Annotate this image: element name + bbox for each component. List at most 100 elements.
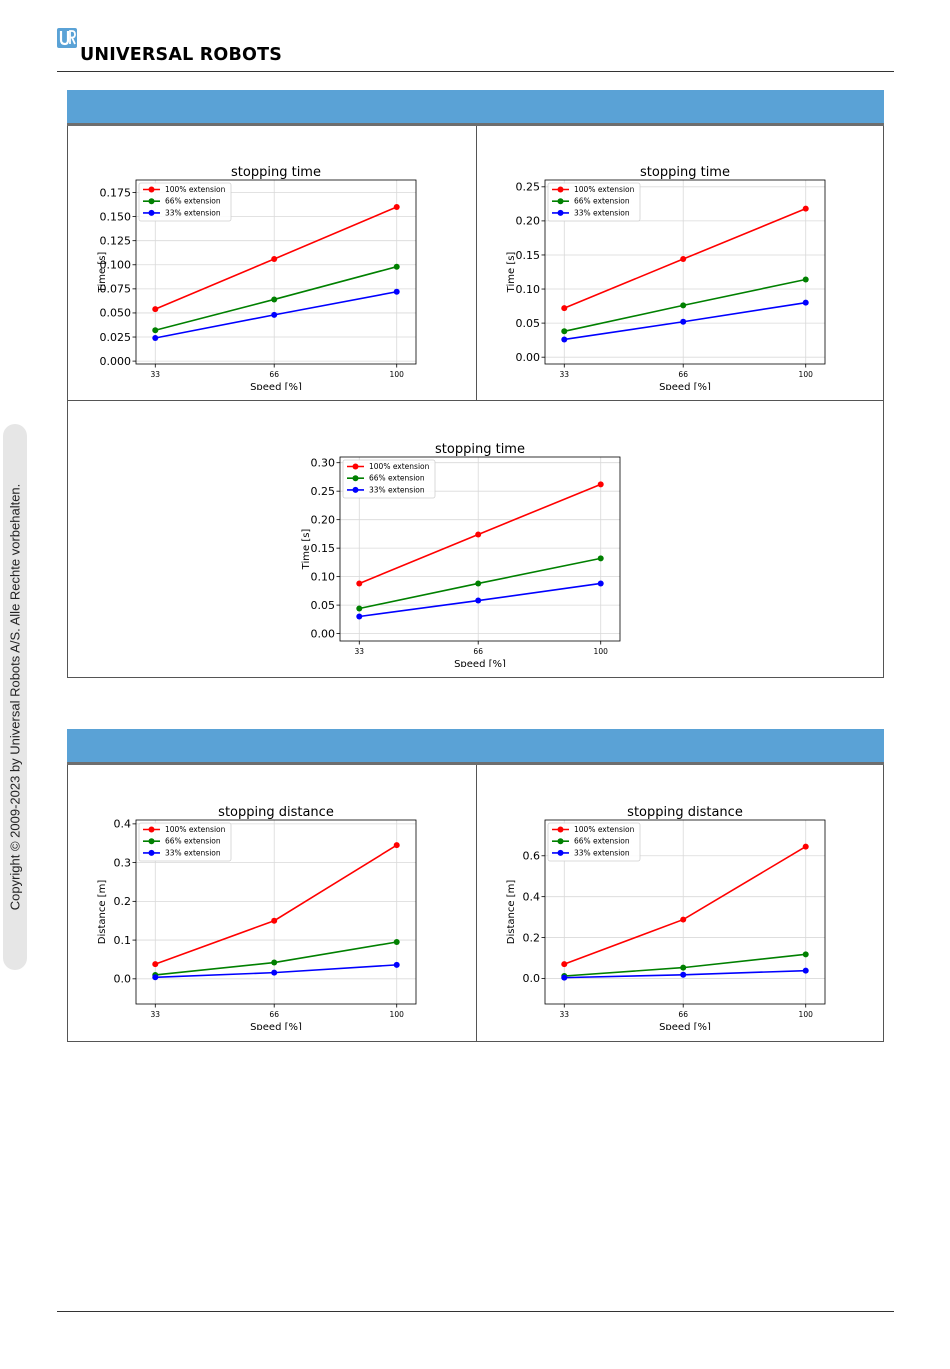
- legend-marker: [148, 849, 155, 856]
- x-tick-label: 33: [151, 370, 161, 379]
- x-tick-label: 66: [269, 370, 279, 379]
- y-tick-label: 0.175: [100, 186, 132, 199]
- y-tick-label: 0.25: [516, 181, 541, 194]
- y-axis-label: Distance [m]: [97, 880, 108, 945]
- legend: 100% extension 66% extension 33% extension: [547, 182, 641, 222]
- data-point: [152, 974, 159, 981]
- y-tick-label: 0.05: [516, 317, 541, 330]
- y-tick-label: 0.0: [523, 972, 541, 985]
- legend-marker: [557, 826, 564, 833]
- y-tick-label: 0.125: [100, 234, 132, 247]
- y-tick-label: 0.1: [114, 934, 132, 947]
- data-point: [356, 580, 363, 587]
- legend-marker: [557, 198, 564, 205]
- y-tick-label: 0.025: [100, 331, 132, 344]
- chart-title: stopping time: [640, 165, 730, 180]
- y-tick-label: 0.20: [311, 513, 336, 526]
- data-point: [271, 969, 278, 976]
- copyright-tab: [3, 424, 27, 970]
- section-header-bar-time: [67, 90, 884, 126]
- legend-label: 100% extension: [165, 825, 226, 834]
- x-tick-label: 66: [678, 1010, 688, 1019]
- data-point: [597, 580, 604, 587]
- data-point: [802, 205, 809, 212]
- legend-marker: [352, 486, 359, 493]
- data-point: [561, 336, 568, 343]
- x-tick-label: 100: [799, 370, 814, 379]
- data-point: [393, 961, 400, 968]
- footer-rule: [57, 1311, 894, 1312]
- data-point: [475, 580, 482, 587]
- data-point: [802, 299, 809, 306]
- legend-label: 66% extension: [574, 837, 630, 846]
- data-point: [680, 971, 687, 978]
- data-point: [152, 961, 159, 968]
- data-point: [680, 916, 687, 923]
- y-tick-label: 0.30: [311, 456, 336, 469]
- data-point: [561, 305, 568, 312]
- header-rule: [57, 71, 894, 72]
- legend-box: [547, 822, 641, 862]
- chart-svg: 0.00 0.05 0.10 0.15 0.20 0.25 0.30 33 66 100 100% …: [301, 442, 621, 667]
- data-point: [680, 318, 687, 325]
- legend-label: 66% extension: [369, 474, 425, 483]
- copyright-text: Copyright © 2009-2023 by Universal Robot…: [7, 483, 23, 911]
- x-tick-label: 66: [678, 370, 688, 379]
- data-point: [152, 334, 159, 341]
- data-point: [271, 959, 278, 966]
- data-point: [152, 306, 159, 313]
- data-point: [271, 917, 278, 924]
- legend: 100% extension 66% extension 33% extension: [138, 182, 232, 222]
- plot-frame: [544, 819, 826, 1005]
- chart-title: stopping time: [435, 442, 525, 457]
- y-axis-label: Distance [m]: [506, 880, 517, 945]
- data-point: [680, 256, 687, 263]
- chart-stopping-time-2: 0.00 0.05 0.10 0.15 0.20 0.25 33 66 100 100% exte…: [496, 160, 876, 390]
- legend: 100% extension 66% extension 33% extension: [138, 822, 232, 862]
- brand-logo: UNIVERSAL ROBOTS: [57, 28, 282, 68]
- legend-label: 33% extension: [574, 208, 630, 217]
- legend-label: 33% extension: [165, 848, 221, 857]
- x-tick-label: 100: [594, 647, 609, 656]
- data-point: [802, 967, 809, 974]
- data-point: [356, 605, 363, 612]
- data-point: [597, 481, 604, 488]
- chart-stopping-time-1: 0.000 0.025 0.050 0.075 0.100 0.125 0.150 0.175…: [87, 160, 467, 390]
- x-tick-label: 66: [269, 1010, 279, 1019]
- stopping-distance-table: [67, 765, 884, 1042]
- x-tick-label: 33: [355, 647, 365, 656]
- data-point: [475, 597, 482, 604]
- y-tick-label: 0.15: [311, 542, 336, 555]
- legend-marker: [352, 475, 359, 482]
- y-tick-label: 0.4: [523, 890, 541, 903]
- legend: 100% extension 66% extension 33% extension: [547, 822, 641, 862]
- data-point: [152, 327, 159, 334]
- data-point: [271, 296, 278, 303]
- data-point: [680, 302, 687, 309]
- plot-frame: [544, 179, 826, 365]
- y-tick-label: 0.050: [100, 307, 132, 320]
- data-point: [393, 203, 400, 210]
- y-tick-label: 0.10: [516, 283, 541, 296]
- chart-stopping-time-3: 0.00 0.05 0.10 0.15 0.20 0.25 0.30 33 66 100 100% …: [291, 437, 671, 667]
- data-point: [393, 288, 400, 295]
- legend-label: 66% extension: [574, 197, 630, 206]
- data-point: [561, 961, 568, 968]
- data-point: [802, 276, 809, 283]
- legend-box: [547, 182, 641, 222]
- x-tick-label: 100: [799, 1010, 814, 1019]
- section-header-bar-distance: [67, 729, 884, 765]
- legend-marker: [557, 209, 564, 216]
- legend-marker: [148, 838, 155, 845]
- legend-label: 33% extension: [369, 485, 425, 494]
- data-point: [356, 613, 363, 620]
- y-tick-label: 0.2: [114, 895, 132, 908]
- x-tick-label: 33: [151, 1010, 161, 1019]
- legend-box: [138, 182, 232, 222]
- table-divider-horizontal: [68, 400, 883, 401]
- y-tick-label: 0.0: [114, 973, 132, 986]
- legend-marker: [352, 463, 359, 470]
- y-tick-label: 0.00: [311, 627, 336, 640]
- y-axis-label: Time [s]: [506, 252, 517, 294]
- stopping-time-table: [67, 126, 884, 678]
